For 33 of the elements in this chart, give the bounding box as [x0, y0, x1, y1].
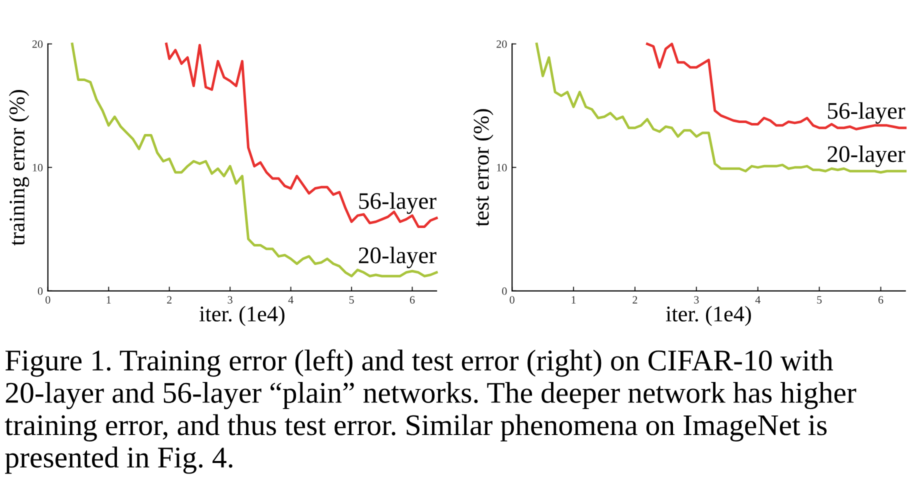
- x-tick-label: 5: [349, 296, 354, 304]
- x-tick-label: 3: [228, 296, 232, 304]
- series-label: 56-layer: [359, 192, 436, 214]
- y-tick-label: 0: [38, 287, 43, 295]
- x-tick-label: 3: [694, 296, 699, 304]
- caption: Figure 1. Training error (left) and test error (right) on CIFAR-10 with 20-layer and 56-layer “plain” networks. The deeper network has higher training error, and thus test error. Similar phenomena on ImageNet is presented in Fig. 4.: [4, 349, 856, 474]
- line-series: [70, 42, 438, 278]
- y-tick-label: 10: [32, 164, 43, 172]
- x-tick-label: 2: [167, 296, 172, 304]
- x-tick-label: 1: [572, 296, 576, 304]
- x-tick-label: 2: [632, 296, 638, 304]
- x-tick-label: 5: [817, 296, 822, 304]
- x-axis-title: iter. (1e4): [666, 306, 751, 326]
- line-series: [646, 42, 907, 130]
- series-label: 20-layer: [358, 246, 436, 268]
- x-tick-label: 6: [878, 296, 884, 304]
- y-tick-label: 20: [496, 40, 507, 48]
- line-series: [165, 42, 438, 228]
- x-tick-label: 6: [410, 296, 415, 304]
- series-label: 56-layer: [828, 102, 906, 124]
- x-axis-title: iter. (1e4): [199, 306, 284, 326]
- x-tick-label: 4: [755, 296, 760, 304]
- x-tick-label: 1: [106, 296, 111, 304]
- x-tick-label: 0: [46, 296, 50, 304]
- x-tick-label: 0: [510, 296, 514, 304]
- y-tick-label: 20: [32, 40, 43, 48]
- y-axis-title: test error (%): [473, 109, 494, 226]
- y-axis-title: training error (%): [8, 90, 30, 246]
- series-label: 20-layer: [828, 145, 906, 167]
- x-tick-label: 4: [288, 296, 294, 304]
- line-series: [535, 42, 907, 174]
- y-tick-label: 0: [502, 287, 507, 295]
- y-tick-label: 10: [497, 164, 507, 172]
